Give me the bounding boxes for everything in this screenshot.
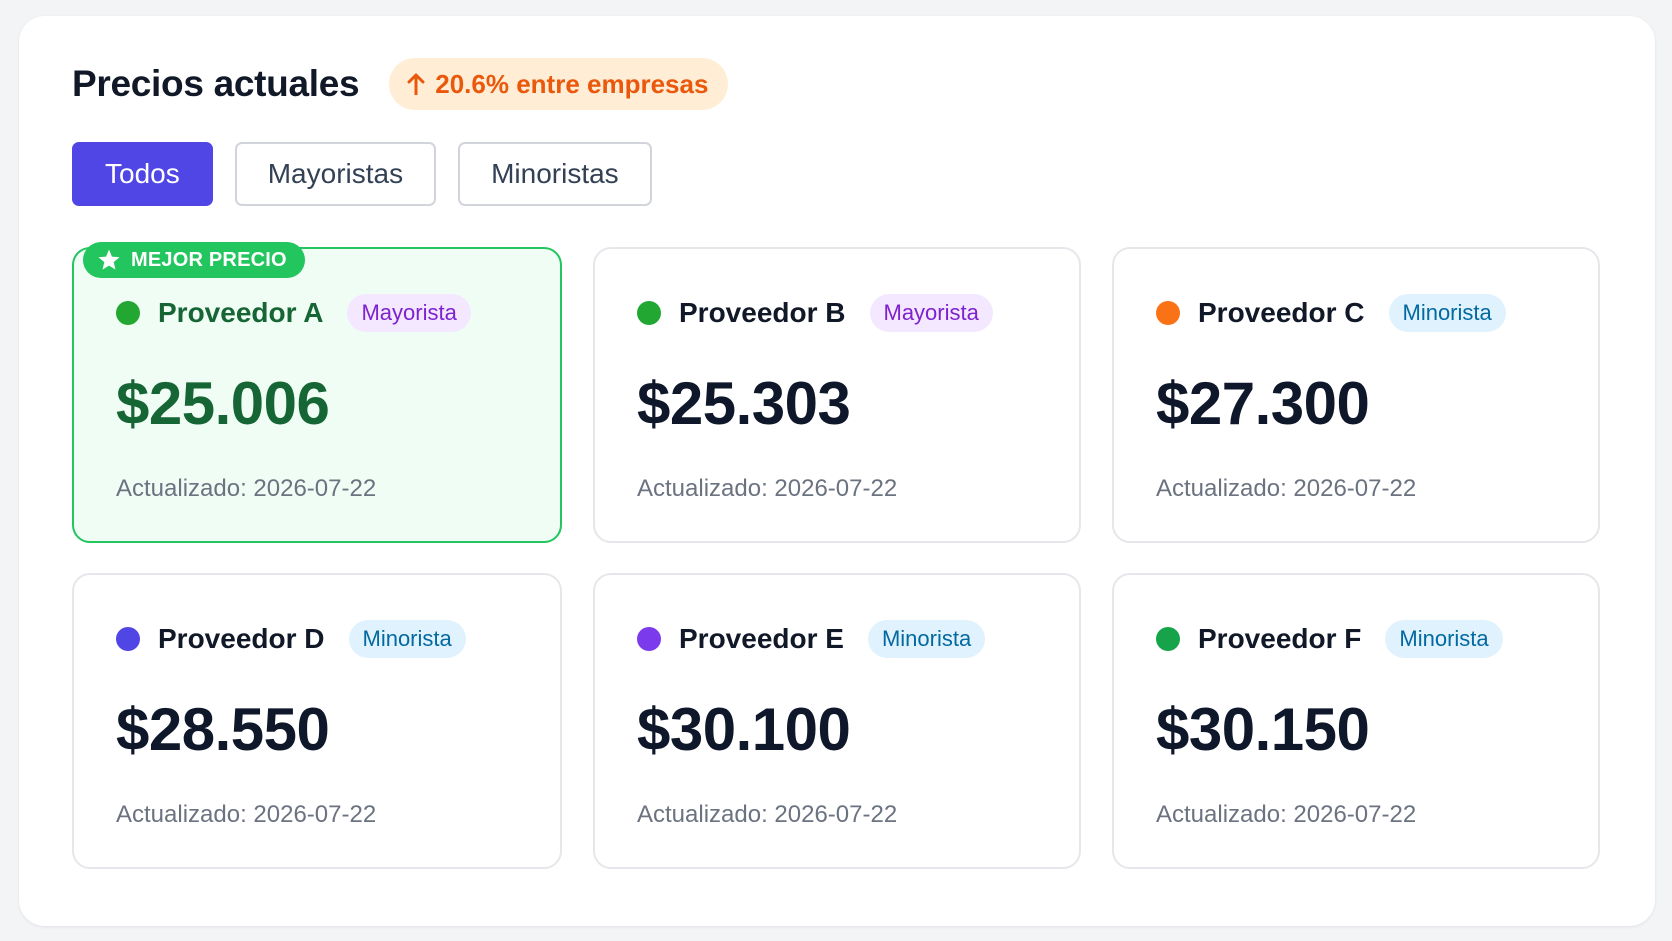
provider-name: Proveedor A (158, 297, 324, 328)
provider-type-badge: Mayorista (869, 294, 993, 332)
provider-card[interactable]: Proveedor E Minorista $30.100 Actualizad… (593, 573, 1081, 869)
filter-tabs: Todos Mayoristas Minoristas (72, 142, 674, 206)
provider-card[interactable]: Proveedor F Minorista $30.150 Actualizad… (1112, 573, 1600, 869)
updated-date: Actualizado: 2026-07-22 (1156, 475, 1417, 502)
best-price-label: MEJOR PRECIO (131, 248, 287, 271)
updated-date: Actualizado: 2026-07-22 (637, 475, 898, 502)
provider-name: Proveedor E (679, 623, 844, 654)
provider-type-badge: Minorista (348, 620, 466, 658)
provider-name: Proveedor D (158, 623, 325, 654)
provider-price: $28.550 (116, 696, 330, 763)
status-dot (1156, 627, 1180, 651)
arrow-up-icon (407, 73, 425, 95)
provider-name: Proveedor C (1198, 297, 1365, 328)
provider-name: Proveedor F (1198, 623, 1362, 654)
status-dot (637, 301, 661, 325)
provider-price: $27.300 (1156, 370, 1370, 437)
provider-type-badge: Minorista (1388, 294, 1506, 332)
status-dot (637, 627, 661, 651)
provider-price: $30.150 (1156, 696, 1370, 763)
provider-card[interactable]: Proveedor C Minorista $27.300 Actualizad… (1112, 247, 1600, 543)
provider-card[interactable]: Proveedor D Minorista $28.550 Actualizad… (72, 573, 562, 869)
panel-header: Precios actuales 20.6% entre empresas (72, 58, 729, 110)
updated-date: Actualizado: 2026-07-22 (116, 475, 377, 502)
provider-card[interactable]: MEJOR PRECIO Proveedor A Mayorista $25.0… (72, 242, 562, 543)
tab-mayoristas[interactable]: Mayoristas (234, 142, 437, 206)
best-price-badge: MEJOR PRECIO (83, 242, 305, 278)
provider-name: Proveedor B (679, 297, 846, 328)
tab-todos[interactable]: Todos (72, 142, 213, 206)
updated-date: Actualizado: 2026-07-22 (1156, 801, 1417, 828)
provider-type-badge: Minorista (1385, 620, 1503, 658)
trend-badge: 20.6% entre empresas (389, 58, 729, 110)
trend-label: 20.6% entre empresas (435, 68, 709, 99)
provider-header: Proveedor F Minorista (1156, 620, 1503, 658)
status-dot (1156, 301, 1180, 325)
updated-date: Actualizado: 2026-07-22 (116, 801, 377, 828)
provider-price: $25.006 (116, 370, 330, 437)
provider-type-badge: Mayorista (347, 294, 471, 332)
page-title: Precios actuales (72, 63, 360, 104)
provider-price: $25.303 (637, 370, 851, 437)
provider-header: Proveedor A Mayorista (116, 294, 471, 332)
provider-header: Proveedor B Mayorista (637, 294, 993, 332)
tab-minoristas[interactable]: Minoristas (458, 142, 652, 206)
star-icon (98, 249, 120, 270)
provider-header: Proveedor E Minorista (637, 620, 986, 658)
provider-header: Proveedor C Minorista (1156, 294, 1506, 332)
provider-header: Proveedor D Minorista (116, 620, 466, 658)
status-dot (116, 301, 140, 325)
status-dot (116, 627, 140, 651)
updated-date: Actualizado: 2026-07-22 (637, 801, 898, 828)
provider-grid: MEJOR PRECIO Proveedor A Mayorista $25.0… (72, 242, 1600, 869)
provider-price: $30.100 (637, 696, 851, 763)
provider-card[interactable]: Proveedor B Mayorista $25.303 Actualizad… (593, 247, 1081, 543)
provider-type-badge: Minorista (867, 620, 986, 658)
